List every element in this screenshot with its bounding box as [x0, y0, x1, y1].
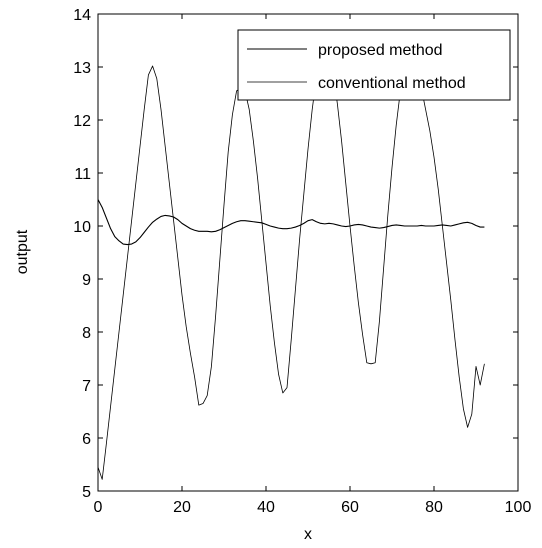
y-tick-label-3: 8: [82, 325, 91, 342]
legend: proposed method conventional method: [237, 29, 511, 101]
y-tick-label-2: 7: [82, 378, 91, 395]
y-tick-label-1: 6: [82, 431, 91, 448]
axis-tick-labels: 0 20 40 60 80 100 5 6 7 8 9 10 11 12 13 14: [73, 7, 531, 516]
x-tick-label-0: 0: [94, 499, 103, 516]
legend-label-proposed-method: proposed method: [318, 42, 443, 59]
y-tick-label-6: 11: [74, 166, 91, 183]
x-tick-label-1: 20: [173, 499, 191, 516]
y-axis-label: output: [14, 229, 31, 274]
y-tick-label-8: 13: [73, 60, 91, 77]
x-tick-label-2: 40: [257, 499, 275, 516]
x-tick-label-3: 60: [341, 499, 359, 516]
y-tick-label-5: 10: [73, 219, 91, 236]
y-tick-label-7: 12: [73, 113, 91, 130]
x-tick-label-4: 80: [425, 499, 443, 516]
series-line-proposed-method: [98, 199, 485, 246]
x-axis-label: x: [304, 526, 312, 543]
y-tick-label-0: 5: [82, 484, 91, 501]
x-tick-label-5: 100: [505, 499, 532, 516]
legend-label-conventional-method: conventional method: [318, 75, 466, 92]
y-tick-label-9: 14: [73, 7, 91, 24]
axis-ticks: [97, 13, 519, 492]
y-tick-label-4: 9: [82, 272, 91, 289]
legend-box: [237, 29, 511, 101]
